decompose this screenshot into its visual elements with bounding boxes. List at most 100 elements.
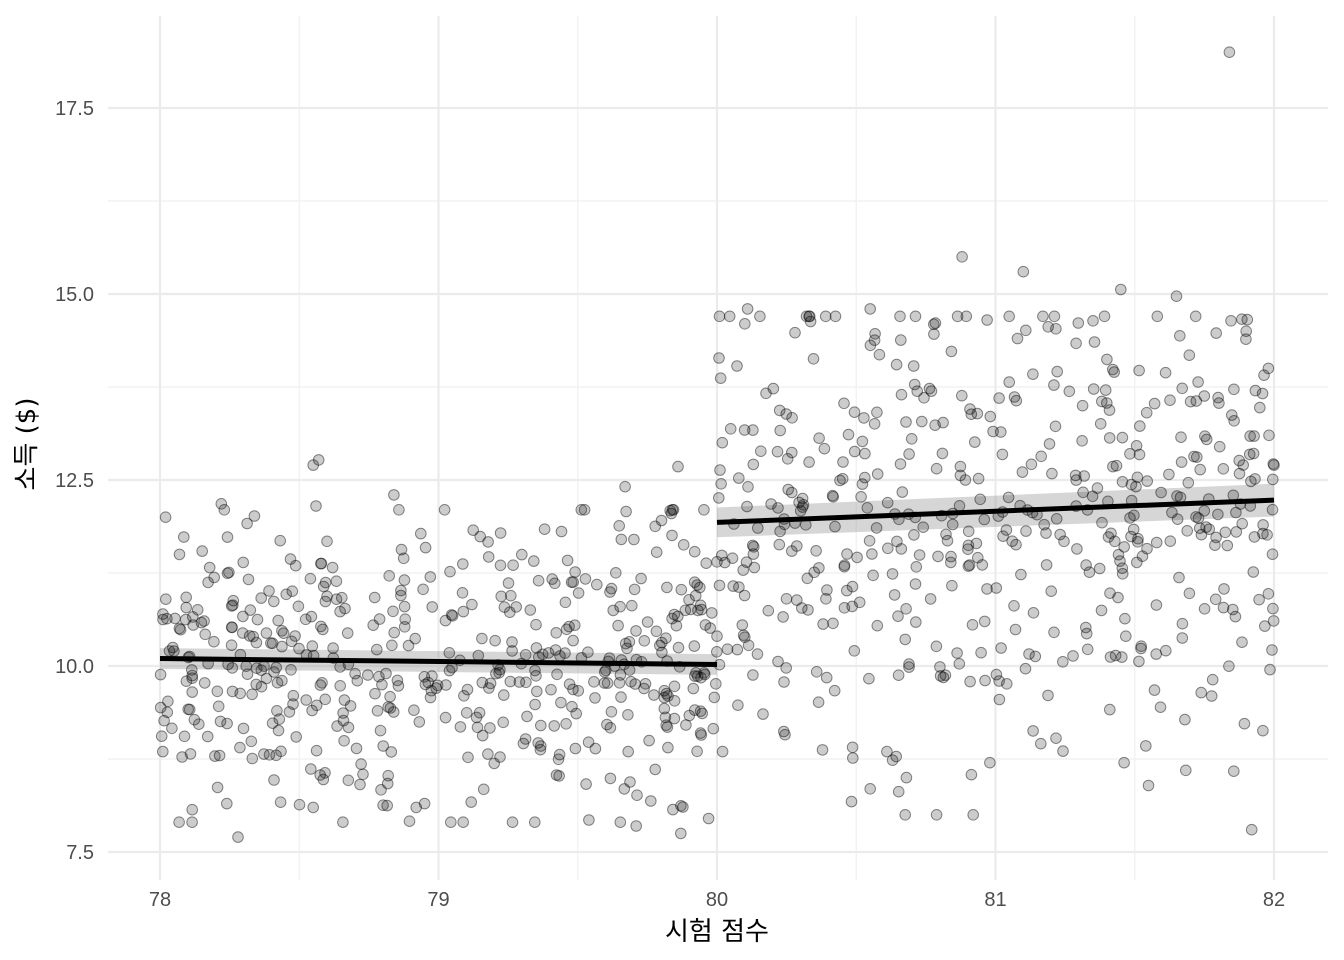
data-point	[714, 464, 726, 476]
data-point	[774, 525, 786, 538]
data-point	[1190, 395, 1203, 407]
data-point	[894, 458, 907, 470]
data-point	[628, 583, 641, 596]
data-point	[932, 550, 944, 563]
data-point	[339, 602, 351, 615]
data-point	[255, 680, 268, 693]
data-point	[670, 619, 683, 632]
x-tick-label: 81	[984, 889, 1006, 911]
data-point	[422, 676, 435, 689]
data-point	[289, 559, 302, 572]
data-point	[392, 680, 405, 692]
data-point	[198, 677, 211, 689]
data-point	[1035, 737, 1047, 750]
data-point	[1249, 384, 1262, 397]
data-point	[990, 668, 1003, 681]
data-point	[773, 404, 786, 417]
data-point	[1069, 469, 1082, 482]
data-point	[569, 742, 582, 755]
data-point	[276, 674, 288, 687]
data-point	[1240, 333, 1252, 346]
data-point	[945, 556, 957, 569]
data-point	[1263, 429, 1275, 442]
data-point	[683, 594, 695, 606]
data-point	[498, 601, 511, 613]
data-point	[1226, 409, 1238, 421]
data-point	[344, 700, 357, 712]
data-point	[917, 521, 930, 534]
data-point	[710, 678, 722, 690]
data-point	[747, 424, 759, 436]
data-point	[310, 500, 322, 512]
data-point	[234, 741, 246, 754]
data-point	[1150, 536, 1163, 549]
data-point	[625, 675, 637, 688]
data-point	[1181, 525, 1193, 537]
data-point	[255, 664, 268, 677]
data-point	[1159, 366, 1172, 379]
y-tick-label: 7.5	[66, 842, 94, 864]
data-point	[234, 687, 246, 700]
data-point	[1243, 448, 1256, 461]
data-point	[521, 710, 533, 723]
data-point	[846, 741, 859, 754]
data-point	[638, 635, 651, 647]
data-point	[598, 677, 611, 689]
data-point	[997, 530, 1009, 543]
data-point	[211, 685, 224, 698]
data-point	[551, 668, 563, 681]
data-point	[241, 517, 253, 530]
data-point	[528, 555, 540, 567]
data-point	[1175, 431, 1187, 444]
data-point	[1010, 394, 1023, 407]
data-point	[964, 403, 976, 415]
data-point	[891, 535, 903, 548]
data-point	[166, 722, 178, 735]
data-point	[1225, 315, 1237, 327]
x-tick-label: 80	[706, 889, 728, 911]
data-point	[941, 534, 954, 547]
data-point	[495, 590, 508, 603]
data-point	[242, 573, 255, 586]
data-point	[1190, 511, 1202, 523]
data-point	[180, 601, 192, 614]
data-point	[1116, 431, 1129, 444]
data-point	[1257, 527, 1269, 540]
data-point	[699, 619, 712, 631]
data-point	[886, 568, 899, 580]
data-point	[1180, 764, 1192, 777]
data-point	[268, 666, 280, 678]
data-point	[572, 685, 585, 697]
data-point	[161, 612, 173, 625]
data-point	[863, 672, 875, 685]
data-point	[1262, 588, 1275, 600]
data-point	[1192, 512, 1205, 524]
data-point	[241, 668, 254, 681]
data-point	[567, 576, 580, 588]
data-point	[631, 789, 643, 802]
data-point	[1188, 450, 1200, 463]
data-point	[677, 539, 690, 551]
data-point	[797, 499, 810, 511]
data-point	[482, 748, 494, 760]
data-point	[1043, 438, 1056, 450]
data-point	[621, 642, 633, 655]
data-point	[553, 770, 565, 782]
data-point	[1219, 526, 1232, 539]
data-point	[706, 607, 718, 619]
data-point	[504, 606, 516, 619]
data-point	[726, 552, 739, 565]
data-point	[1213, 440, 1226, 453]
data-point	[1011, 332, 1024, 345]
data-point	[382, 701, 395, 713]
data-point	[380, 667, 392, 680]
data-point	[369, 687, 381, 700]
data-point	[362, 669, 374, 681]
data-point	[812, 696, 825, 709]
data-point	[698, 667, 710, 679]
data-point	[1071, 543, 1083, 555]
data-point	[1148, 684, 1161, 696]
data-point	[493, 667, 505, 679]
data-point	[623, 636, 636, 648]
data-point	[255, 592, 268, 604]
